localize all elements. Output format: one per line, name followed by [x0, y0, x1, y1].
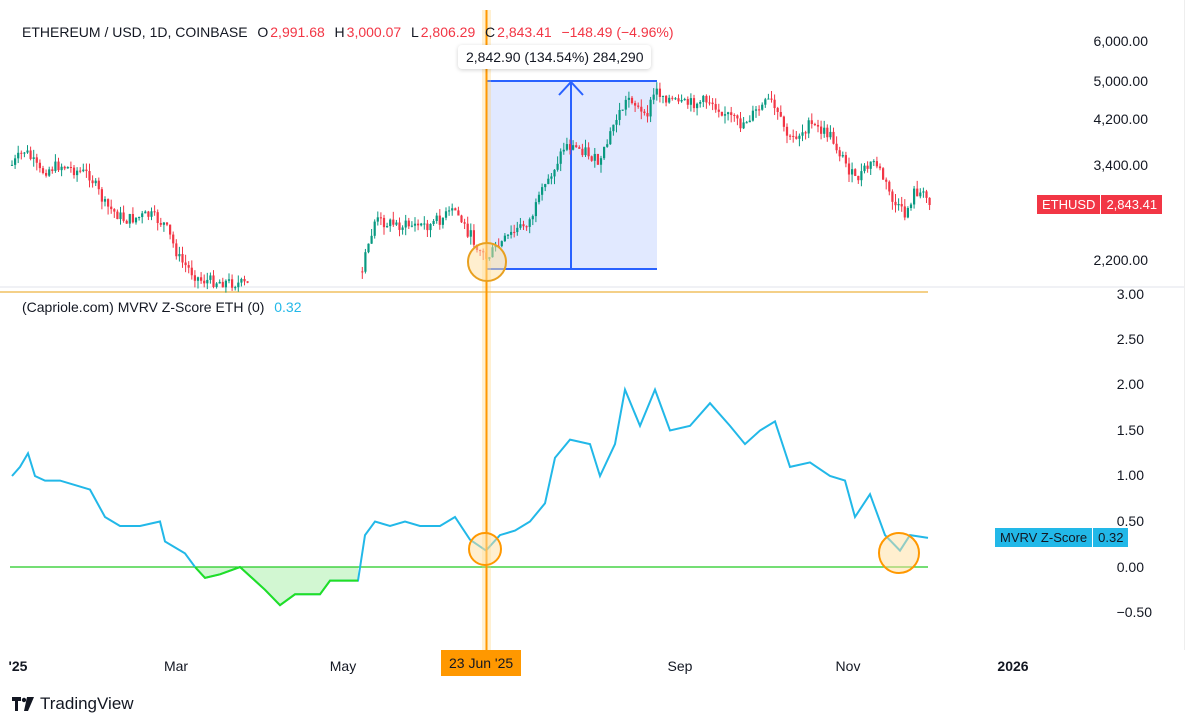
indicator-tick: 1.50 [1116, 422, 1144, 438]
price-tick: 6,000.00 [1093, 33, 1149, 49]
close-value: 2,843.41 [497, 24, 552, 40]
open-label: O [257, 24, 269, 40]
tradingview-logo[interactable]: TradingView [12, 694, 134, 714]
change-value: −148.49 (−4.96%) [561, 24, 674, 40]
low-value: 2,806.29 [420, 24, 476, 40]
high-value: 3,000.07 [346, 24, 402, 40]
last-price-tag: ETHUSD 2,843.41 [1037, 195, 1163, 214]
time-tick: '25 [8, 658, 28, 674]
price-tag-value: 2,843.41 [1100, 195, 1163, 214]
mvrv-tag-value: 0.32 [1092, 528, 1129, 547]
indicator-title: (Capriole.com) MVRV Z-Score ETH (0) [22, 299, 265, 315]
below-zero-fill [195, 567, 358, 606]
time-tick: 2026 [997, 658, 1029, 674]
indicator-legend[interactable]: (Capriole.com) MVRV Z-Score ETH (0) 0.32 [22, 299, 303, 315]
highlight-circle-mvrv-nov [878, 532, 920, 574]
price-legend: ETHEREUM / USD, 1D, COINBASE O 2,991.68 H… [22, 24, 676, 40]
indicator-tick: 1.00 [1116, 467, 1144, 483]
mvrv-negative-line [194, 565, 358, 607]
time-tick: May [329, 658, 357, 674]
measure-tooltip: 2,842.90 (134.54%) 284,290 [458, 45, 652, 69]
price-tag-symbol: ETHUSD [1037, 195, 1101, 214]
indicator-tick: −0.50 [1116, 604, 1152, 620]
measure-arrow-head-icon [558, 80, 584, 96]
price-tick: 3,400.00 [1093, 157, 1149, 173]
close-label: C [485, 24, 496, 40]
tradingview-logo-icon [12, 697, 34, 711]
indicator-tick: 3.00 [1116, 286, 1144, 302]
indicator-tick: 2.00 [1116, 376, 1144, 392]
mvrv-value-tag: MVRV Z-Score 0.32 [995, 528, 1129, 547]
candlestick-series [10, 82, 931, 293]
symbol-title: ETHEREUM / USD, 1D, COINBASE [22, 24, 248, 40]
highlight-circle-mvrv-jun [468, 532, 502, 566]
time-tick: Nov [835, 658, 861, 674]
indicator-tick: 2.50 [1116, 331, 1144, 347]
indicator-tick: 0.50 [1116, 513, 1144, 529]
mvrv-line [11, 386, 929, 607]
indicator-value: 0.32 [274, 299, 302, 315]
open-value: 2,991.68 [270, 24, 325, 40]
crosshair-date-tag: 23 Jun '25 [441, 650, 522, 676]
time-tick: Mar [163, 658, 189, 674]
price-tick: 4,200.00 [1093, 111, 1149, 127]
indicator-tick: 0.00 [1116, 559, 1144, 575]
highlight-circle-price [467, 242, 507, 282]
time-tick: Sep [667, 658, 693, 674]
mvrv-tag-label: MVRV Z-Score [995, 528, 1093, 547]
branding-text: TradingView [40, 694, 134, 713]
low-label: L [410, 24, 419, 40]
price-tick: 2,200.00 [1093, 252, 1149, 268]
price-tick: 5,000.00 [1093, 73, 1149, 89]
high-label: H [334, 24, 345, 40]
axis-border [1184, 0, 1185, 650]
